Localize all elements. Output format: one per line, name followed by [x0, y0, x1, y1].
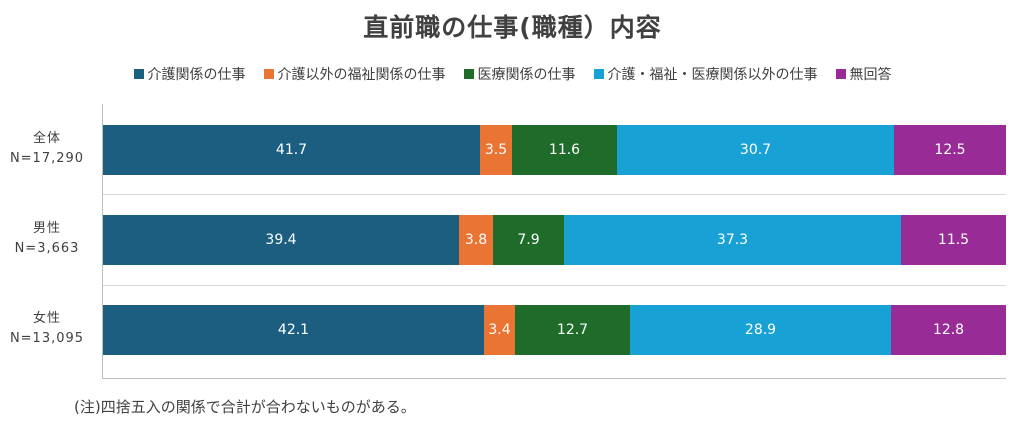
legend-label: 介護以外の福祉関係の仕事 — [277, 67, 446, 83]
category-label: 女性 N=13,095 — [0, 309, 95, 349]
gridline — [103, 194, 1006, 195]
category-n: N=13,095 — [9, 331, 85, 346]
footnote: (注)四捨五入の関係で合計が合わないものがある。 — [74, 398, 416, 416]
bar-segment: 3.8 — [459, 215, 493, 265]
legend-item: 無回答 — [835, 64, 892, 84]
legend-swatch — [463, 69, 474, 79]
data-label: 12.8 — [932, 322, 965, 338]
legend-swatch — [263, 69, 274, 79]
bar-segment: 3.5 — [480, 125, 512, 175]
bar-row: 42.1 3.4 12.7 28.9 12.8 — [103, 305, 1006, 355]
data-label: 3.8 — [464, 232, 488, 248]
data-label: 12.7 — [556, 322, 589, 338]
bar-segment: 12.7 — [515, 305, 630, 355]
bar-segment: 11.6 — [512, 125, 617, 175]
bar-segment: 12.8 — [891, 305, 1006, 355]
bar-segment: 42.1 — [103, 305, 484, 355]
data-label: 42.1 — [277, 322, 310, 338]
legend-label: 介護・福祉・医療関係以外の仕事 — [607, 67, 818, 83]
legend-item: 介護以外の福祉関係の仕事 — [263, 64, 446, 84]
legend: 介護関係の仕事 介護以外の福祉関係の仕事 医療関係の仕事 介護・福祉・医療関係以外の仕… — [0, 64, 1025, 84]
legend-swatch — [133, 69, 144, 79]
category-n: N=17,290 — [9, 151, 85, 166]
data-label: 12.5 — [934, 142, 966, 158]
bar-segment: 11.5 — [901, 215, 1006, 265]
data-label: 11.5 — [937, 232, 970, 248]
legend-item: 介護関係の仕事 — [133, 64, 246, 84]
bar-row: 41.7 3.5 11.6 30.7 12.5 — [103, 125, 1006, 175]
bar-segment: 41.7 — [103, 125, 480, 175]
bar-segment: 28.9 — [630, 305, 891, 355]
chart-title: 直前職の仕事(職種）内容 — [363, 13, 662, 42]
legend-swatch — [835, 69, 846, 79]
plot-area: 41.7 3.5 11.6 30.7 12.5 39.4 3.8 7.9 37.3 11.5 42.… — [102, 104, 1006, 379]
data-label: 28.9 — [744, 322, 777, 338]
data-label: 3.4 — [488, 322, 511, 338]
legend-item: 介護・福祉・医療関係以外の仕事 — [593, 64, 818, 84]
legend-label: 医療関係の仕事 — [477, 67, 576, 83]
category-name: 全体 — [32, 131, 61, 146]
category-label: 全体 N=17,290 — [0, 129, 95, 169]
category-label: 男性 N=3,663 — [0, 219, 95, 259]
data-label: 39.4 — [265, 232, 297, 248]
bar-segment: 7.9 — [493, 215, 564, 265]
bar-row: 39.4 3.8 7.9 37.3 11.5 — [103, 215, 1006, 265]
data-label: 41.7 — [275, 142, 308, 158]
legend-swatch — [593, 69, 604, 79]
category-n: N=3,663 — [14, 241, 80, 256]
legend-label: 無回答 — [849, 67, 892, 83]
bar-segment: 30.7 — [617, 125, 894, 175]
legend-item: 医療関係の仕事 — [463, 64, 576, 84]
legend-label: 介護関係の仕事 — [147, 67, 246, 83]
data-label: 37.3 — [716, 232, 749, 248]
category-name: 女性 — [32, 311, 61, 326]
data-label: 7.9 — [517, 232, 540, 248]
gridline — [103, 285, 1006, 286]
bar-segment: 39.4 — [103, 215, 459, 265]
data-label: 30.7 — [739, 142, 772, 158]
data-label: 11.6 — [548, 142, 581, 158]
category-name: 男性 — [32, 221, 61, 236]
bar-segment: 12.5 — [894, 125, 1006, 175]
bar-segment: 3.4 — [484, 305, 515, 355]
bar-segment: 37.3 — [564, 215, 901, 265]
data-label: 3.5 — [484, 142, 508, 158]
